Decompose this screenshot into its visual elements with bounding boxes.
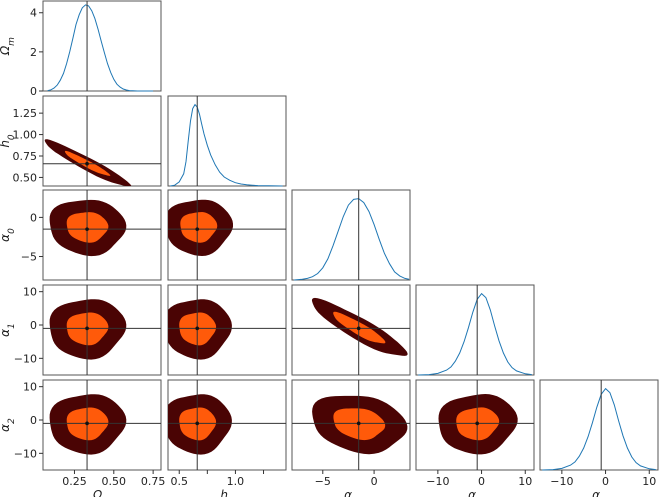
panel-a0-a0: [291, 189, 411, 281]
x-tick-label: 0.50: [102, 475, 127, 488]
panel-frame: [42, 0, 162, 92]
truth-point: [356, 326, 361, 331]
y-tick-label: 10: [23, 286, 37, 299]
panel-frame: [42, 284, 162, 376]
panel-frame: [539, 379, 659, 471]
x-tick-label: −5: [315, 475, 331, 488]
panel-frame: [42, 379, 162, 471]
panel-a0-a1: [291, 284, 411, 376]
y-tick-label: 10: [23, 381, 37, 394]
truth-point: [85, 227, 89, 231]
x-tick-label: 0.75: [141, 475, 166, 488]
panel-h0-a2: 0.5 1.0h0: [167, 379, 287, 497]
y-tick-label: 0: [30, 319, 37, 332]
x-tick-label: 1.0: [227, 475, 245, 488]
x-axis-label-a0: α0: [344, 488, 358, 497]
y-tick-label: 2: [30, 46, 37, 59]
y-tick-label: 0.75: [13, 150, 38, 163]
panel-Om-a0: −5 0 α0: [0, 189, 162, 281]
panel-h0-h0: [167, 95, 287, 187]
truth-point: [85, 326, 89, 331]
x-axis-label-Om: Ωm: [92, 488, 111, 497]
x-tick-label: 0.5: [170, 475, 188, 488]
panel-a1-a1: [415, 284, 535, 376]
y-tick-label: −10: [14, 352, 37, 365]
x-tick-label: −10: [426, 475, 449, 488]
x-tick-label: 0.25: [62, 475, 87, 488]
panel-Om-Om: 0 2 4 Ωm: [0, 0, 162, 98]
y-axis-label-h0: h0: [0, 134, 17, 148]
marginal-curve-a2: [542, 387, 656, 471]
x-tick-label: 10: [642, 475, 656, 488]
panel-frame: [167, 95, 287, 187]
y-axis-label-a1: α1: [0, 323, 17, 337]
panel-Om-a2: −10 0 10 α2 0.25 0.50 0.75 Ωm: [0, 379, 166, 497]
marginal-curve-h0: [170, 103, 283, 187]
y-axis-label-a0: α0: [0, 228, 17, 242]
truth-point: [85, 161, 89, 166]
panel-frame: [291, 379, 411, 471]
truth-point: [195, 227, 200, 231]
truth-point: [356, 421, 361, 426]
panel-a0-a2: −5 0 α0: [291, 379, 411, 497]
y-tick-label: −5: [21, 251, 37, 264]
panel-a1-a2: −10 0 10 α1: [415, 379, 535, 497]
panel-frame: [415, 379, 535, 471]
x-axis-label-h0: h0: [220, 488, 234, 497]
truth-point: [85, 421, 89, 426]
y-tick-label: 0: [30, 85, 37, 98]
panel-frame: [415, 284, 535, 376]
x-tick-label: 0: [478, 475, 485, 488]
panel-Om-h0: 0.50 0.75 1.00 1.25 h0: [0, 95, 162, 187]
contour-68: [180, 212, 218, 243]
panel-frame: [291, 189, 411, 281]
x-axis-label-a1: α1: [468, 488, 482, 497]
y-tick-label: 0: [30, 414, 37, 427]
panel-h0-a0: [167, 189, 287, 281]
truth-point: [195, 421, 200, 426]
marginal-curve-a0: [294, 198, 410, 281]
y-tick-label: 0: [30, 211, 37, 224]
marginal-curve-a1: [418, 292, 532, 376]
x-tick-label: 0: [602, 475, 609, 488]
y-tick-label: 4: [30, 7, 37, 20]
panel-a2-a2: −10 0 10 α2: [539, 379, 659, 497]
panel-h0-a1: [167, 284, 287, 376]
y-tick-label: 0.50: [13, 171, 38, 184]
y-axis-label-a2: α2: [0, 418, 17, 432]
x-tick-label: 10: [518, 475, 532, 488]
y-tick-label: 1.25: [13, 107, 38, 120]
x-tick-label: −10: [550, 475, 573, 488]
panel-frame: [42, 95, 162, 187]
truth-point: [475, 421, 479, 426]
panel-frame: [42, 189, 162, 281]
y-tick-label: 1.00: [13, 129, 38, 142]
panel-frame: [291, 284, 411, 376]
y-tick-label: −10: [14, 447, 37, 460]
marginal-curve-Om: [47, 4, 154, 92]
truth-point: [195, 326, 200, 331]
x-tick-label: 0: [371, 475, 378, 488]
y-axis-label-Om: Ωm: [0, 37, 17, 56]
panel-Om-a1: −10 0 10 α1: [0, 284, 162, 376]
x-axis-label-a2: α2: [592, 488, 606, 497]
